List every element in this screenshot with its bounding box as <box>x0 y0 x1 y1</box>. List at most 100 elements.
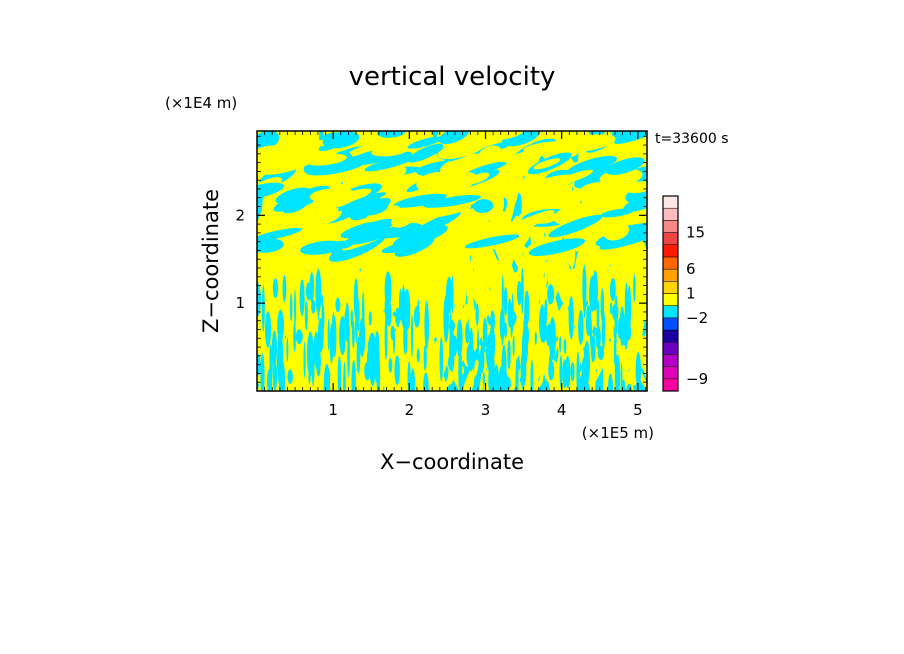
upper-streak <box>306 153 347 166</box>
downdraft-cell <box>384 297 388 319</box>
downdraft-cell <box>570 362 575 382</box>
x-tick-label: 3 <box>481 401 491 419</box>
downdraft-cell <box>321 304 325 331</box>
colorbar-swatch <box>662 195 679 209</box>
upper-streak <box>307 207 342 226</box>
x-tick-label: 1 <box>328 401 338 419</box>
downdraft-cell <box>451 335 458 357</box>
downdraft-cell <box>368 337 372 371</box>
updraft-cell <box>544 242 573 307</box>
downdraft-cell <box>635 352 641 390</box>
upper-streak <box>364 205 400 223</box>
downdraft-cell <box>439 337 444 382</box>
colorbar-swatch <box>662 207 679 221</box>
chart-title: vertical velocity <box>349 62 556 92</box>
downdraft-cell <box>511 293 514 333</box>
downdraft-cell <box>515 358 519 391</box>
upper-streak <box>528 238 586 256</box>
upper-streak <box>407 143 444 163</box>
upper-streak <box>343 155 368 164</box>
y-tick-label: 2 <box>235 206 245 224</box>
colorbar-swatch <box>662 317 679 331</box>
colorbar-label: 6 <box>686 260 696 278</box>
downdraft-cell <box>507 298 512 328</box>
downdraft-cell <box>610 278 616 302</box>
downdraft-cell <box>586 305 591 321</box>
x-tick-label: 4 <box>557 401 567 419</box>
downdraft-cell <box>299 279 305 317</box>
x-axis-label: X−coordinate <box>380 450 524 474</box>
colorbar-swatch <box>662 378 679 392</box>
downdraft-cell <box>609 302 613 315</box>
downdraft-cell <box>608 373 613 391</box>
downdraft-cell <box>595 325 601 350</box>
downdraft-cell <box>473 374 479 391</box>
downdraft-cell <box>352 320 355 349</box>
downdraft-cell <box>289 293 293 322</box>
downdraft-cell <box>261 284 265 333</box>
downdraft-cell <box>353 278 359 320</box>
x-axis-ticks: 1 2 3 4 5 <box>264 131 646 419</box>
upper-streak <box>533 158 561 170</box>
downdraft-cell <box>316 345 321 377</box>
upper-streak <box>393 193 447 208</box>
downdraft-cell <box>521 267 524 314</box>
downdraft-cell <box>458 373 465 391</box>
upper-streak <box>337 192 386 212</box>
downdraft-cell <box>543 374 546 391</box>
upper-streak <box>412 204 472 219</box>
downdraft-cell <box>617 371 620 391</box>
downdraft-cell <box>530 359 534 391</box>
colorbar-swatch <box>662 281 679 294</box>
downdraft-cell <box>321 294 324 308</box>
downdraft-cell <box>475 303 479 326</box>
upper-streak <box>407 136 444 149</box>
downdraft-cell <box>287 369 293 385</box>
y-axis-ticks: 12 <box>235 135 647 383</box>
upper-streak <box>551 191 574 199</box>
downdraft-cell <box>624 282 629 323</box>
upper-streak <box>257 227 303 242</box>
downdraft-cell <box>345 302 350 343</box>
upper-streak <box>344 230 389 245</box>
downdraft-cell <box>373 334 380 383</box>
downdraft-cell <box>335 297 341 313</box>
downdraft-cell <box>394 355 400 386</box>
upper-streak <box>548 214 603 238</box>
downdraft-cell <box>413 306 420 328</box>
upper-streak <box>477 145 503 165</box>
downdraft-cell <box>490 310 495 333</box>
x-tick-label: 2 <box>405 401 415 419</box>
downdraft-cell <box>360 318 364 355</box>
updraft-cell <box>330 300 370 374</box>
downdraft-cell <box>286 337 289 362</box>
upper-streak <box>416 172 451 192</box>
colorbar-swatch <box>662 342 679 355</box>
upper-streak <box>624 182 647 194</box>
downdraft-cell <box>539 304 546 343</box>
downdraft-cell <box>502 371 508 387</box>
upper-streak <box>364 155 417 172</box>
upper-streak <box>464 234 520 249</box>
colorbar-swatch <box>662 268 679 282</box>
downdraft-cell <box>489 331 495 348</box>
downdraft-cell <box>416 348 420 363</box>
updraft-cell <box>469 275 502 343</box>
upper-streak <box>271 131 321 140</box>
downdraft-cell <box>295 329 303 345</box>
y-axis-unit: (×1E4 m) <box>165 94 237 112</box>
updraft-cell <box>528 338 539 391</box>
updraft-cell <box>639 334 647 385</box>
downdraft-cell <box>482 317 488 348</box>
downdraft-cell <box>350 309 354 328</box>
downdraft-cell <box>260 353 265 391</box>
downdraft-cell <box>294 289 296 328</box>
upper-streak <box>614 131 647 144</box>
downdraft-cell <box>304 300 308 331</box>
updraft-cell <box>630 305 645 365</box>
downdraft-cell <box>501 357 506 375</box>
downdraft-cell <box>384 315 388 360</box>
updraft-cell <box>381 350 408 391</box>
downdraft-cell <box>583 340 591 386</box>
downdraft-cell <box>272 361 278 391</box>
